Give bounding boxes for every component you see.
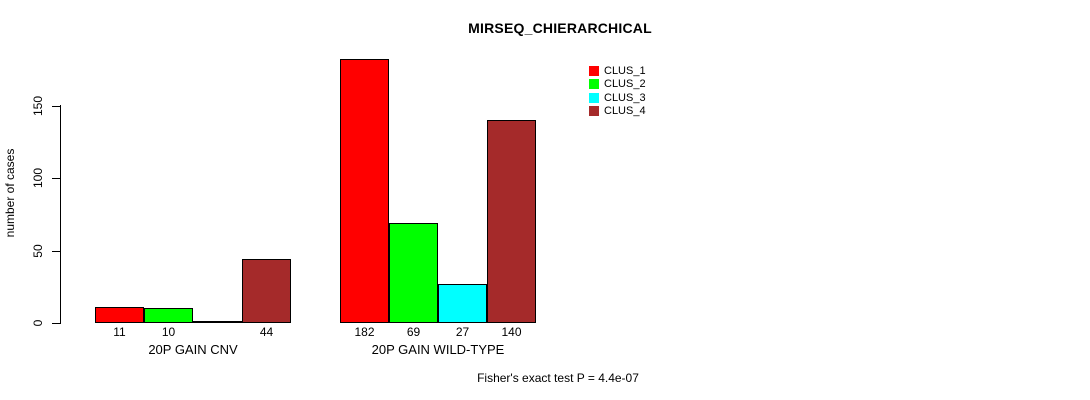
y-tick-label: 100 (31, 167, 45, 189)
bar-clus_1-group2 (340, 59, 389, 323)
bar-value-label: 69 (406, 325, 421, 339)
legend-label: CLUS_3 (604, 91, 646, 104)
chart-title: MIRSEQ_CHIERARCHICAL (468, 20, 652, 36)
legend-color-swatch (589, 92, 599, 103)
y-tick-mark (52, 178, 60, 179)
y-tick-label: 150 (31, 95, 45, 117)
y-tick-label: 0 (31, 319, 45, 327)
x-axis-category-label: 20P GAIN WILD-TYPE (371, 342, 505, 357)
x-axis-category-label: 20P GAIN CNV (148, 342, 238, 357)
bar-value-label: 182 (354, 325, 375, 339)
legend-item-clus_4: CLUS_4 (589, 104, 646, 117)
legend-label: CLUS_2 (604, 77, 646, 90)
legend-label: CLUS_4 (604, 104, 646, 117)
y-axis-label: number of cases (3, 148, 17, 238)
bar-value-label: 27 (455, 325, 470, 339)
y-tick-label: 50 (31, 244, 45, 258)
legend-color-swatch (589, 105, 599, 116)
bar-value-label: 140 (501, 325, 522, 339)
zero-height-bar-clus_3-group1 (193, 321, 242, 323)
bar-value-label: 44 (259, 325, 274, 339)
bar-clus_1-group1 (95, 307, 144, 323)
annotation-text: Fisher's exact test P = 4.4e-07 (477, 371, 639, 385)
bar-clus_4-group1 (242, 259, 291, 323)
legend-label: CLUS_1 (604, 64, 646, 77)
bar-value-label: 11 (113, 325, 126, 339)
y-axis-line (60, 105, 61, 324)
bar-clus_3-group2 (438, 284, 487, 323)
y-tick-mark (52, 323, 60, 324)
bar-value-label: 10 (161, 325, 176, 339)
legend-item-clus_1: CLUS_1 (589, 64, 646, 77)
legend-color-swatch (589, 78, 599, 89)
bar-clus_2-group2 (389, 223, 438, 323)
y-tick-mark (52, 251, 60, 252)
legend-color-swatch (589, 65, 599, 76)
legend-item-clus_3: CLUS_3 (589, 91, 646, 104)
legend-item-clus_2: CLUS_2 (589, 77, 646, 90)
y-tick-mark (52, 106, 60, 107)
bar-clus_4-group2 (487, 120, 536, 323)
bar-clus_2-group1 (144, 308, 193, 323)
